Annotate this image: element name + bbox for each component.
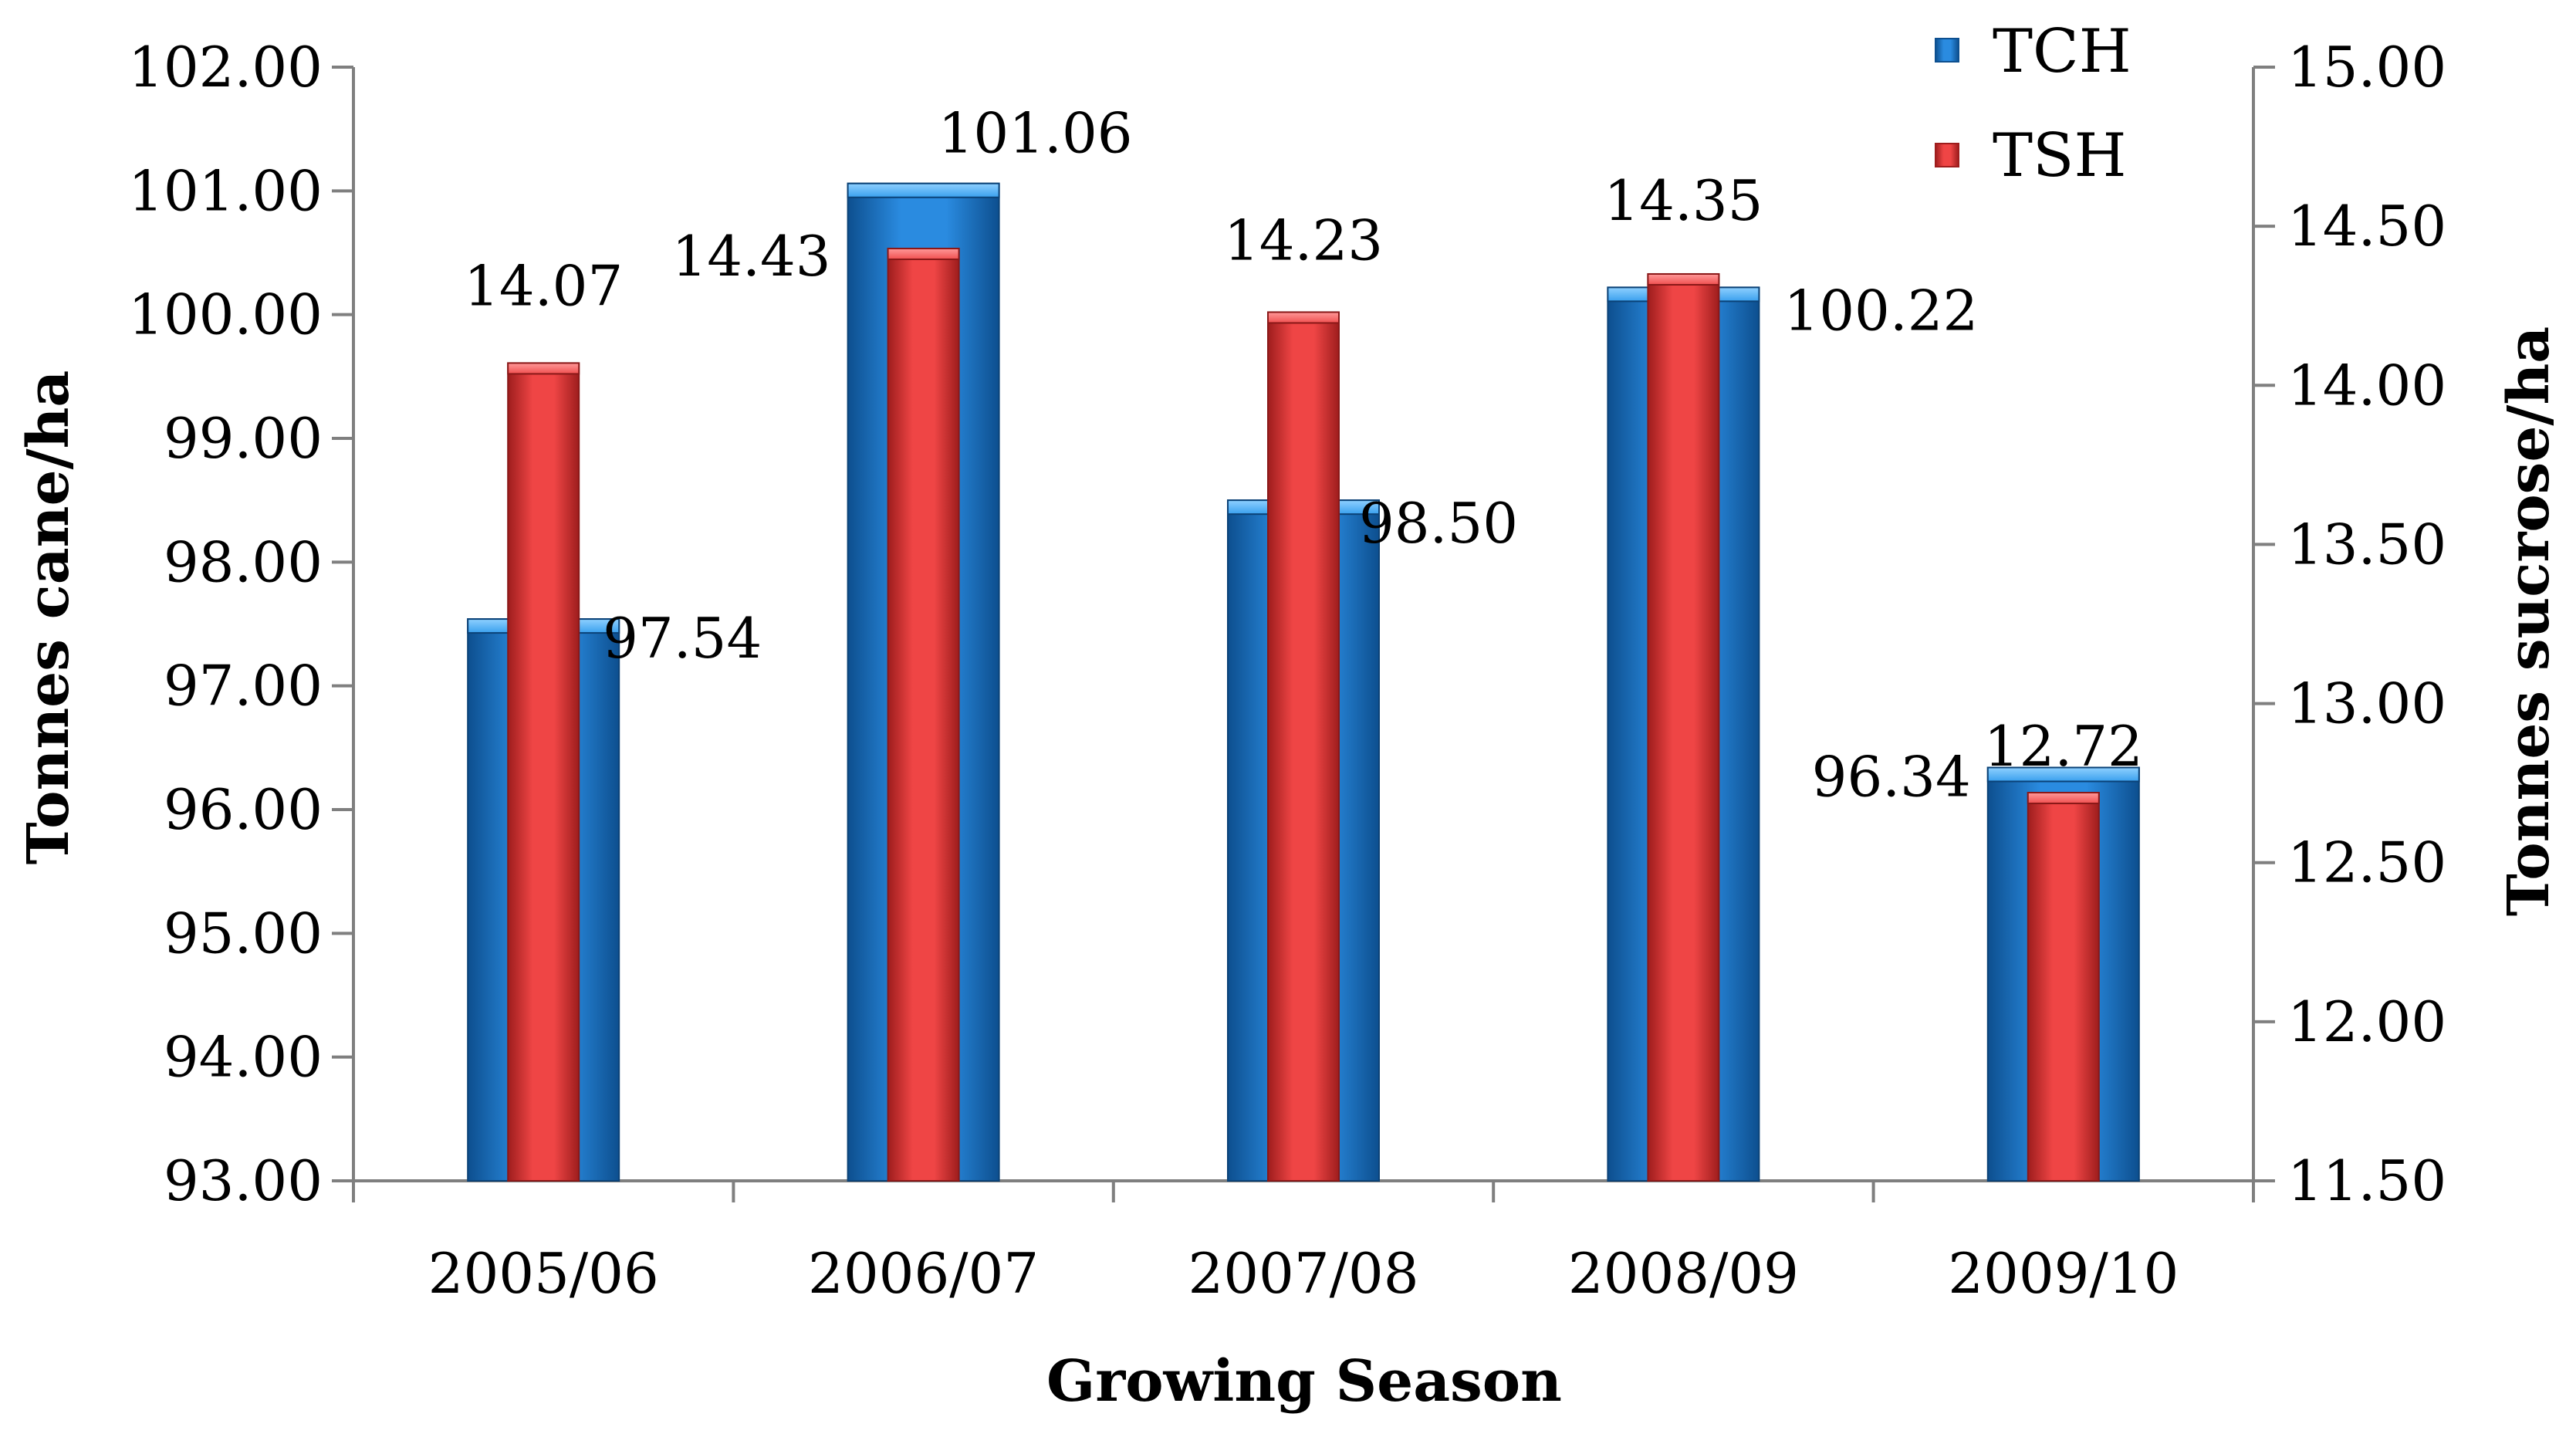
y-tick-label: 96.00 xyxy=(164,777,323,842)
y2-tick-label: 14.50 xyxy=(2287,194,2446,259)
y2-tick-label: 11.50 xyxy=(2287,1148,2446,1213)
y2-tick-label: 15.00 xyxy=(2287,35,2446,100)
y-tick-label: 100.00 xyxy=(128,282,323,347)
bar-tsh xyxy=(507,362,580,1182)
y-tick-label: 101.00 xyxy=(128,158,323,223)
data-label-tsh: 14.23 xyxy=(1224,208,1383,272)
y2-tick-label: 12.00 xyxy=(2287,989,2446,1054)
bar-tsh-cap xyxy=(507,362,580,375)
bar-tsh xyxy=(1647,272,1720,1182)
y-tick-label: 98.00 xyxy=(164,529,323,594)
y-tick-label: 102.00 xyxy=(128,35,323,100)
data-labels: 97.54 14.07 101.06 14.43 98.50 14.23 100.22 14.… xyxy=(464,101,2143,810)
data-label-tch: 100.22 xyxy=(1783,278,1978,343)
y-tick-label: 95.00 xyxy=(164,901,323,965)
y2-tick-label: 14.00 xyxy=(2287,353,2446,418)
data-label-tch: 101.06 xyxy=(938,101,1133,166)
legend-label-tch: TCH xyxy=(1993,17,2131,86)
x-tick-label: 2006/07 xyxy=(808,1241,1039,1306)
data-label-tsh: 14.43 xyxy=(671,224,830,289)
axes: 93.00 94.00 95.00 96.00 97.00 98.00 99.00 100.0… xyxy=(128,35,2446,1306)
bar-tch-cap xyxy=(847,182,1000,198)
y-tick-label: 99.00 xyxy=(164,406,323,471)
y-tick-label: 94.00 xyxy=(164,1025,323,1090)
data-label-tch: 96.34 xyxy=(1812,744,1971,809)
y2-axis-title: Tonnes sucrose/ha xyxy=(2496,326,2562,916)
data-label-tsh: 14.07 xyxy=(464,253,623,318)
legend-swatch-tch xyxy=(1935,38,1959,63)
x-tick-label: 2007/08 xyxy=(1188,1241,1418,1306)
bar-tsh xyxy=(2027,792,2100,1182)
y2-tick-label: 12.50 xyxy=(2287,830,2446,895)
bar-tsh-cap xyxy=(2027,792,2100,805)
data-label-tch: 97.54 xyxy=(603,606,762,671)
y2-tick-label: 13.00 xyxy=(2287,671,2446,736)
legend-swatch-tsh xyxy=(1935,143,1959,167)
bar-tsh-cap xyxy=(887,248,960,261)
y2-tick-label: 13.50 xyxy=(2287,512,2446,577)
x-axis-title: Growing Season xyxy=(1046,1348,1562,1415)
y-axis-title: Tonnes cane/ha xyxy=(15,370,82,865)
bars xyxy=(467,182,2140,1182)
data-label-tsh: 12.72 xyxy=(1984,714,2143,779)
bar-tsh xyxy=(887,248,960,1182)
bar-tsh-cap xyxy=(1647,272,1720,286)
legend: TCH TSH xyxy=(1935,17,2131,191)
bar-tsh xyxy=(1267,311,1340,1182)
y-tick-label: 97.00 xyxy=(164,654,323,719)
data-label-tch: 98.50 xyxy=(1359,491,1518,556)
data-label-tsh: 14.35 xyxy=(1604,168,1763,233)
bar-tch-cap xyxy=(1986,766,2140,783)
bar-tsh-cap xyxy=(1267,311,1340,324)
x-tick-label: 2005/06 xyxy=(428,1241,659,1306)
x-tick-label: 2008/09 xyxy=(1568,1241,1799,1306)
legend-label-tsh: TSH xyxy=(1993,121,2126,191)
y-tick-label: 93.00 xyxy=(164,1148,323,1213)
x-tick-label: 2009/10 xyxy=(1948,1241,2179,1306)
